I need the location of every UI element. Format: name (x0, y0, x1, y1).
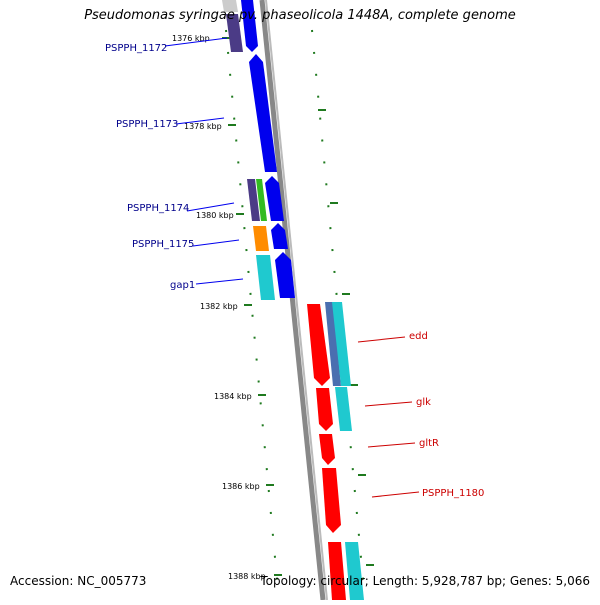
gene-arrow-pspph-1173[interactable] (249, 54, 277, 172)
gene-arrow[interactable] (265, 176, 284, 221)
gene-label-pspph-1180[interactable]: PSPPH_1180 (422, 488, 484, 499)
scale-label: 1388 kbp (228, 572, 266, 581)
gene-features-right (307, 302, 364, 600)
gene-label-glk[interactable]: glk (416, 397, 431, 408)
scale-tick: 1382 kbp (200, 302, 252, 311)
scale-label: 1386 kbp (222, 482, 260, 491)
gene-arrow[interactable] (325, 302, 341, 386)
genome-summary-text: Topology: circular; Length: 5,928,787 bp… (260, 574, 590, 588)
scale-tick: 1384 kbp (214, 392, 266, 401)
gene-arrow[interactable] (275, 252, 295, 298)
gene-arrow[interactable] (335, 387, 352, 431)
gene-features-left (222, 0, 295, 300)
page-title: Pseudomonas syringae pv. phaseolicola 14… (84, 8, 516, 23)
gene-labels-left: PSPPH_1172 PSPPH_1173 PSPPH_1174 PSPPH_1… (105, 37, 244, 291)
gene-arrow-pspph-1175[interactable] (253, 226, 269, 251)
gene-arrow-pspph-1174[interactable] (247, 179, 260, 221)
gene-label-pspph-1174[interactable]: PSPPH_1174 (127, 203, 189, 214)
scale-tick: 1386 kbp (222, 482, 274, 491)
scale-label: 1382 kbp (200, 302, 238, 311)
scale-ticks: 1376 kbp 1378 kbp 1380 kbp 1382 kbp 1384… (172, 34, 282, 581)
gene-arrow-glk[interactable] (316, 388, 333, 431)
gene-arrow[interactable] (256, 179, 267, 221)
gene-arrow-pspph-1172[interactable] (226, 14, 243, 52)
accession-text: Accession: NC_005773 (10, 574, 147, 588)
gene-label-pspph-1173[interactable]: PSPPH_1173 (116, 119, 178, 130)
gene-arrow[interactable] (328, 542, 346, 600)
gene-label-gltr[interactable]: gltR (419, 438, 439, 449)
gene-labels-right: edd glk gltR PSPPH_1180 (357, 331, 484, 499)
genome-backbone (259, 0, 328, 601)
scale-tick: 1388 kbp (228, 572, 282, 581)
gene-arrow[interactable] (271, 223, 288, 249)
gene-arrow[interactable] (241, 0, 258, 52)
gene-arrow-pspph-1180[interactable] (322, 468, 341, 533)
scale-label: 1380 kbp (196, 211, 234, 220)
scale-label: 1384 kbp (214, 392, 252, 401)
gene-arrow[interactable] (345, 542, 364, 600)
scale-tick: 1378 kbp (184, 122, 236, 131)
gene-arrow-gap1[interactable] (256, 255, 275, 300)
gene-label-edd[interactable]: edd (409, 331, 428, 342)
gene-label-pspph-1172[interactable]: PSPPH_1172 (105, 43, 167, 54)
scale-tick: 1380 kbp (196, 211, 244, 220)
gene-arrow[interactable] (222, 0, 238, 12)
right-track-ticks (318, 109, 374, 566)
scale-label: 1376 kbp (172, 34, 210, 43)
gene-arrow-edd[interactable] (307, 304, 330, 386)
gene-arrow[interactable] (332, 302, 351, 386)
gene-arrow-gltr[interactable] (319, 434, 335, 465)
gene-label-pspph-1175[interactable]: PSPPH_1175 (132, 239, 194, 250)
scale-label: 1378 kbp (184, 122, 222, 131)
gene-label-gap1[interactable]: gap1 (170, 280, 195, 291)
